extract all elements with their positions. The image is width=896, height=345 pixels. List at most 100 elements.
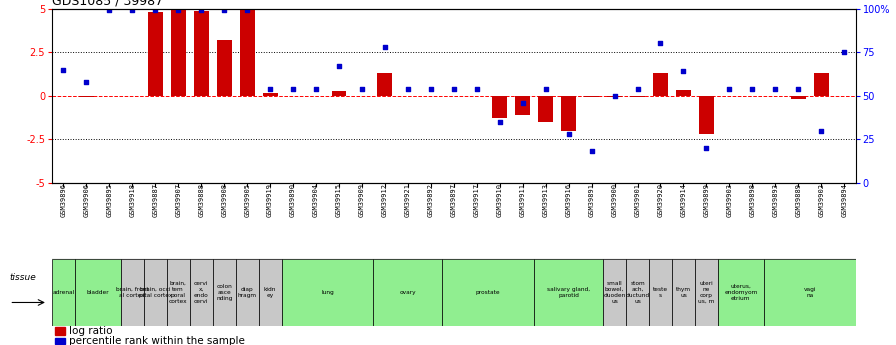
FancyBboxPatch shape: [121, 259, 144, 326]
Text: brain, front
al cortex: brain, front al cortex: [116, 287, 149, 298]
Text: GSM39896: GSM39896: [60, 183, 66, 217]
Text: GDS1085 / 39987: GDS1085 / 39987: [52, 0, 163, 8]
Bar: [538, 96, 553, 122]
Text: GSM39904: GSM39904: [313, 183, 319, 217]
Point: [791, 86, 806, 91]
Text: GSM39901: GSM39901: [634, 183, 641, 217]
Point: [309, 86, 323, 91]
Point: [676, 69, 691, 74]
Text: GSM39913: GSM39913: [543, 183, 548, 217]
Text: log ratio: log ratio: [69, 326, 113, 336]
Bar: [332, 90, 347, 96]
Point: [814, 128, 829, 134]
Text: GSM39912: GSM39912: [382, 183, 388, 217]
Text: GSM39893: GSM39893: [772, 183, 779, 217]
Point: [562, 131, 576, 137]
Point: [102, 8, 116, 13]
Text: GSM39918: GSM39918: [129, 183, 135, 217]
FancyBboxPatch shape: [672, 259, 695, 326]
Text: lung: lung: [321, 290, 334, 295]
Text: GSM39899: GSM39899: [703, 183, 710, 217]
FancyBboxPatch shape: [534, 259, 603, 326]
Text: GSM39891: GSM39891: [589, 183, 595, 217]
Bar: [56, 327, 65, 335]
FancyBboxPatch shape: [236, 259, 259, 326]
Text: thym
us: thym us: [676, 287, 691, 298]
Text: brain,
tem
poral
cortex: brain, tem poral cortex: [169, 281, 187, 304]
Point: [194, 8, 209, 13]
Bar: [676, 90, 691, 96]
Point: [584, 149, 599, 154]
Text: GSM39916: GSM39916: [565, 183, 572, 217]
Text: diap
hragm: diap hragm: [237, 287, 257, 298]
Point: [722, 86, 737, 91]
Point: [56, 67, 71, 72]
Text: GSM39903: GSM39903: [727, 183, 732, 217]
Text: GSM39902: GSM39902: [818, 183, 824, 217]
Text: GSM39921: GSM39921: [405, 183, 411, 217]
Bar: [814, 73, 829, 96]
Point: [263, 86, 277, 91]
Text: GSM39910: GSM39910: [496, 183, 503, 217]
Text: GSM39909: GSM39909: [359, 183, 365, 217]
Bar: [194, 11, 209, 96]
Text: GSM39895: GSM39895: [107, 183, 112, 217]
Point: [515, 100, 530, 106]
Point: [217, 8, 231, 13]
Bar: [171, 10, 185, 96]
Text: GSM39894: GSM39894: [841, 183, 848, 217]
Text: prostate: prostate: [476, 290, 501, 295]
Text: GSM39911: GSM39911: [520, 183, 526, 217]
Text: uterus,
endomyom
etrium: uterus, endomyom etrium: [724, 284, 757, 301]
Text: small
bowel,
duoden
us: small bowel, duoden us: [603, 281, 625, 304]
Point: [125, 8, 140, 13]
Text: GSM39888: GSM39888: [198, 183, 204, 217]
FancyBboxPatch shape: [718, 259, 763, 326]
Point: [355, 86, 369, 91]
FancyBboxPatch shape: [259, 259, 281, 326]
FancyBboxPatch shape: [167, 259, 190, 326]
Point: [631, 86, 645, 91]
Text: GSM39917: GSM39917: [474, 183, 479, 217]
Text: GSM39900: GSM39900: [612, 183, 617, 217]
Text: percentile rank within the sample: percentile rank within the sample: [69, 336, 246, 345]
FancyBboxPatch shape: [75, 259, 121, 326]
Point: [79, 79, 93, 85]
Point: [768, 86, 782, 91]
Bar: [584, 96, 599, 98]
Point: [378, 44, 392, 50]
Bar: [561, 96, 576, 131]
Text: bladder: bladder: [87, 290, 109, 295]
FancyBboxPatch shape: [626, 259, 649, 326]
Point: [837, 49, 851, 55]
FancyBboxPatch shape: [443, 259, 534, 326]
FancyBboxPatch shape: [212, 259, 236, 326]
Text: GSM39906: GSM39906: [83, 183, 90, 217]
Point: [171, 8, 185, 13]
Bar: [56, 338, 65, 344]
Point: [447, 86, 461, 91]
Bar: [653, 73, 668, 96]
Text: teste
s: teste s: [653, 287, 668, 298]
Point: [332, 63, 346, 69]
Text: GSM39897: GSM39897: [451, 183, 457, 217]
Bar: [630, 96, 645, 98]
Bar: [791, 96, 806, 99]
Point: [607, 93, 622, 99]
Text: GSM39915: GSM39915: [336, 183, 342, 217]
Bar: [377, 73, 392, 96]
Text: cervi
x,
endo
cervi: cervi x, endo cervi: [194, 281, 209, 304]
Text: GSM39890: GSM39890: [290, 183, 296, 217]
Text: colon
asce
nding: colon asce nding: [216, 284, 232, 301]
Point: [148, 8, 162, 13]
Bar: [607, 96, 622, 97]
Bar: [263, 93, 278, 96]
Text: vagi
na: vagi na: [804, 287, 816, 298]
Text: uteri
ne
corp
us, m: uteri ne corp us, m: [698, 281, 715, 304]
Text: GSM39905: GSM39905: [244, 183, 250, 217]
FancyBboxPatch shape: [374, 259, 443, 326]
Text: GSM39898: GSM39898: [749, 183, 755, 217]
Text: kidn
ey: kidn ey: [264, 287, 276, 298]
Text: GSM39887: GSM39887: [152, 183, 159, 217]
Text: tissue: tissue: [9, 273, 36, 282]
